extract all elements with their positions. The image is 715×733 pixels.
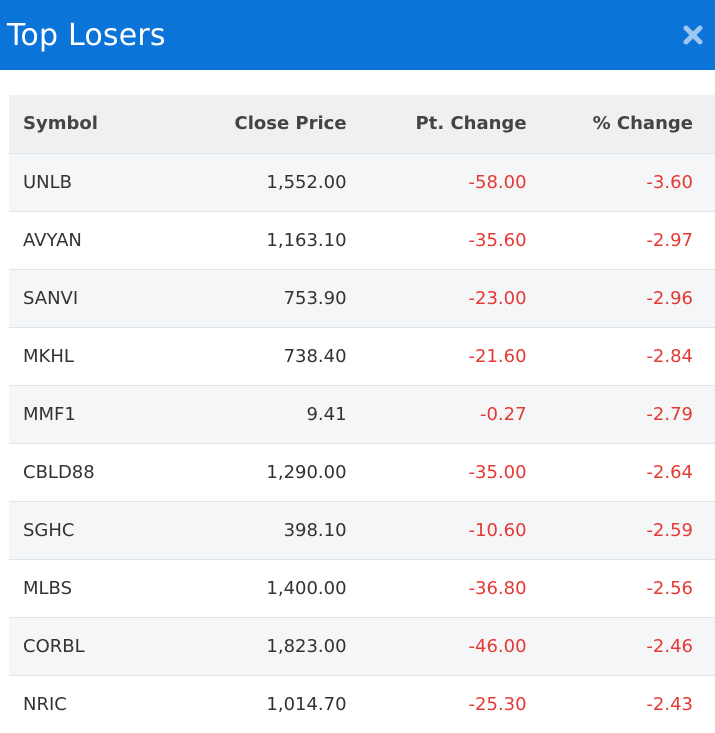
cell-symbol[interactable]: MKHL: [23, 345, 74, 367]
cell-close-price: 1,400.00: [266, 577, 347, 599]
cell-pt-change: -0.27: [479, 403, 527, 425]
cell-symbol[interactable]: CBLD88: [23, 461, 95, 483]
close-icon[interactable]: [679, 21, 707, 49]
cell-pct-change: -2.97: [646, 229, 693, 251]
table-body: UNLB 1,552.00 -58.00 -3.60 AVYAN 1,163.10 -35.…: [9, 153, 715, 733]
cell-close-price: 1,823.00: [266, 635, 347, 657]
cell-close-price: 1,290.00: [266, 461, 347, 483]
cell-pt-change: -10.60: [468, 519, 527, 541]
cell-symbol[interactable]: AVYAN: [23, 229, 82, 251]
table-row[interactable]: SGHC 398.10 -10.60 -2.59: [9, 501, 715, 559]
table-row[interactable]: UNLB 1,552.00 -58.00 -3.60: [9, 153, 715, 211]
cell-pct-change: -2.79: [646, 403, 693, 425]
cell-pct-change: -2.96: [646, 287, 693, 309]
cell-pct-change: -2.64: [646, 461, 693, 483]
cell-pt-change: -25.30: [468, 693, 527, 715]
cell-pct-change: -3.60: [646, 171, 693, 193]
cell-close-price: 398.10: [283, 519, 347, 541]
close-x-icon: [683, 25, 703, 45]
cell-symbol[interactable]: MMF1: [23, 403, 76, 425]
cell-pt-change: -46.00: [468, 635, 527, 657]
cell-pct-change: -2.56: [646, 577, 693, 599]
table-row[interactable]: MKHL 738.40 -21.60 -2.84: [9, 327, 715, 385]
cell-pct-change: -2.59: [646, 519, 693, 541]
table-row[interactable]: NRIC 1,014.70 -25.30 -2.43: [9, 675, 715, 733]
cell-pt-change: -35.00: [468, 461, 527, 483]
column-header-pt-change[interactable]: Pt. Change: [415, 113, 527, 135]
cell-pt-change: -35.60: [468, 229, 527, 251]
losers-table-container: Symbol Close Price Pt. Change % Change U…: [9, 95, 715, 733]
cell-pt-change: -23.00: [468, 287, 527, 309]
column-header-close-price[interactable]: Close Price: [234, 113, 347, 135]
cell-symbol[interactable]: SANVI: [23, 287, 79, 309]
table-row[interactable]: CORBL 1,823.00 -46.00 -2.46: [9, 617, 715, 675]
cell-close-price: 753.90: [283, 287, 347, 309]
cell-pct-change: -2.46: [646, 635, 693, 657]
cell-symbol[interactable]: SGHC: [23, 519, 75, 541]
table-header: Symbol Close Price Pt. Change % Change: [9, 95, 715, 153]
cell-symbol[interactable]: CORBL: [23, 635, 85, 657]
cell-pct-change: -2.84: [646, 345, 693, 367]
losers-table: Symbol Close Price Pt. Change % Change U…: [9, 95, 715, 733]
table-header-row: Symbol Close Price Pt. Change % Change: [9, 95, 715, 153]
cell-close-price: 1,014.70: [266, 693, 347, 715]
cell-close-price: 9.41: [306, 403, 347, 425]
cell-close-price: 738.40: [283, 345, 347, 367]
table-row[interactable]: MLBS 1,400.00 -36.80 -2.56: [9, 559, 715, 617]
table-row[interactable]: AVYAN 1,163.10 -35.60 -2.97: [9, 211, 715, 269]
column-header-symbol[interactable]: Symbol: [23, 113, 98, 135]
cell-symbol[interactable]: UNLB: [23, 171, 73, 193]
cell-symbol[interactable]: NRIC: [23, 693, 67, 715]
cell-pt-change: -58.00: [468, 171, 527, 193]
cell-pt-change: -21.60: [468, 345, 527, 367]
cell-close-price: 1,552.00: [266, 171, 347, 193]
column-header-pct-change[interactable]: % Change: [592, 113, 693, 135]
cell-pct-change: -2.43: [646, 693, 693, 715]
modal-title: Top Losers: [7, 17, 166, 53]
modal-header: Top Losers: [0, 0, 715, 70]
cell-pt-change: -36.80: [468, 577, 527, 599]
table-row[interactable]: MMF1 9.41 -0.27 -2.79: [9, 385, 715, 443]
table-row[interactable]: SANVI 753.90 -23.00 -2.96: [9, 269, 715, 327]
table-row[interactable]: CBLD88 1,290.00 -35.00 -2.64: [9, 443, 715, 501]
cell-symbol[interactable]: MLBS: [23, 577, 73, 599]
cell-close-price: 1,163.10: [266, 229, 347, 251]
